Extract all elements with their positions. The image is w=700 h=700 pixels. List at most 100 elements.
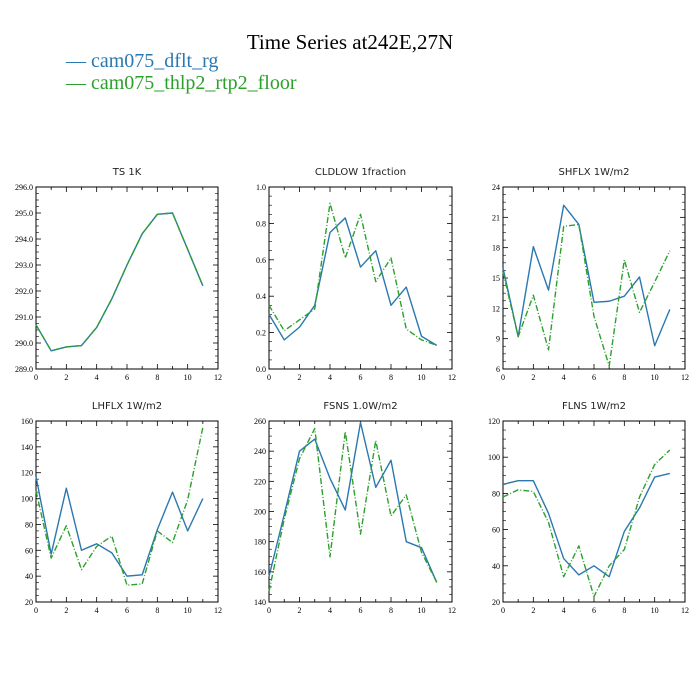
chart-panel-6: FLNS 1W/m2 0 2 4 6 8 10 12 20 40 60 80 100 120 [488, 401, 689, 615]
y-tick-label: 1.0 [256, 183, 266, 192]
x-tick-label: 4 [328, 606, 332, 615]
x-tick-label: 2 [298, 373, 302, 382]
y-tick-label: 18 [492, 244, 500, 253]
y-tick-label: 60 [492, 526, 500, 535]
x-tick-label: 10 [184, 606, 192, 615]
y-tick-label: 0.4 [256, 292, 266, 301]
y-tick-label: 12 [492, 304, 500, 313]
series-line-thlp2-rtp2-floor [35, 427, 204, 586]
x-tick-label: 6 [359, 606, 363, 615]
series-line-dflt-rg [502, 472, 670, 578]
y-tick-label: 140 [254, 598, 266, 607]
x-tick-label: 4 [328, 373, 332, 382]
y-tick-label: 0.2 [256, 329, 266, 338]
y-tick-label: 220 [254, 477, 266, 486]
series-line-thlp2-rtp2-floor [502, 223, 671, 367]
x-tick-label: 0 [501, 373, 505, 382]
x-tick-label: 8 [389, 373, 393, 382]
y-tick-label: 160 [254, 568, 266, 577]
x-tick-label: 2 [531, 373, 535, 382]
panel-title: FLNS 1W/m2 [562, 401, 626, 412]
y-tick-label: 20 [492, 598, 500, 607]
y-tick-label: 100 [21, 495, 33, 504]
y-tick-label: 294.0 [15, 235, 33, 244]
series-line-dflt-rg [502, 204, 671, 347]
y-tick-label: 40 [25, 572, 33, 581]
legend-swatch-thlp2: — [66, 72, 91, 94]
y-tick-label: 24 [492, 183, 500, 192]
y-tick-label: 160 [21, 417, 33, 426]
series-line-dflt-rg [35, 476, 204, 577]
y-tick-label: 0.0 [256, 365, 266, 374]
x-tick-label: 10 [418, 373, 426, 382]
y-tick-label: 260 [254, 417, 266, 426]
y-tick-label: 295.0 [15, 209, 33, 218]
y-tick-label: 296.0 [15, 183, 33, 192]
x-tick-label: 8 [622, 606, 626, 615]
series-line-dflt-rg [268, 217, 438, 346]
page-title: Time Series at242E,27N [246, 30, 454, 54]
plot-frame [502, 420, 686, 603]
x-tick-label: 0 [267, 373, 271, 382]
series-line-thlp2-rtp2-floor [268, 202, 437, 346]
panel-title: TS 1K [112, 167, 142, 178]
x-tick-label: 8 [155, 373, 159, 382]
x-tick-label: 12 [681, 606, 689, 615]
x-tick-label: 0 [34, 606, 38, 615]
x-tick-label: 4 [95, 606, 99, 615]
legend-item-thlp2: — cam075_thlp2_rtp2_floor [66, 72, 297, 94]
chart-panel-2: CLDLOW 1fraction 0 2 4 6 8 10 12 0.0 0.2 0.4 0.6 0.8… [256, 167, 456, 382]
y-tick-label: 80 [25, 520, 33, 529]
series-line-thlp2-rtp2-floor [35, 212, 204, 352]
legend-label-thlp2: cam075_thlp2_rtp2_floor [91, 72, 297, 94]
x-tick-label: 8 [155, 606, 159, 615]
x-tick-label: 12 [681, 373, 689, 382]
x-tick-label: 0 [501, 606, 505, 615]
y-tick-label: 15 [492, 274, 500, 283]
x-tick-label: 6 [592, 373, 596, 382]
y-tick-label: 240 [254, 447, 266, 456]
y-tick-label: 21 [492, 213, 500, 222]
y-tick-label: 0.8 [256, 219, 266, 228]
x-tick-label: 10 [651, 606, 659, 615]
plot-frame [35, 186, 219, 370]
legend-swatch-dflt: — [66, 50, 91, 72]
y-tick-label: 200 [254, 508, 266, 517]
panel-title: FSNS 1.0W/m2 [323, 401, 397, 412]
x-tick-label: 4 [562, 373, 566, 382]
y-tick-label: 9 [496, 335, 500, 344]
x-tick-label: 6 [125, 606, 129, 615]
y-tick-label: 291.0 [15, 313, 33, 322]
x-tick-label: 0 [267, 606, 271, 615]
y-tick-label: 40 [492, 562, 500, 571]
x-tick-label: 2 [531, 606, 535, 615]
x-tick-label: 8 [622, 373, 626, 382]
x-tick-label: 6 [359, 373, 363, 382]
chart-panel-1: TS 1K 0 2 4 6 8 10 12 289.0 290.0 291.0 292.0 293.0 2… [15, 167, 222, 382]
y-tick-label: 290.0 [15, 339, 33, 348]
x-tick-label: 10 [418, 606, 426, 615]
chart-panel-5: FSNS 1.0W/m2 0 2 4 6 8 10 12 140 160 180 200 220 240 2… [254, 401, 456, 615]
y-tick-label: 289.0 [15, 365, 33, 374]
x-tick-label: 2 [298, 606, 302, 615]
panel-title: CLDLOW 1fraction [315, 167, 406, 178]
y-tick-label: 0.6 [256, 256, 266, 265]
x-tick-label: 10 [651, 373, 659, 382]
x-tick-label: 10 [184, 373, 192, 382]
x-tick-label: 6 [592, 606, 596, 615]
plot-frame [35, 420, 219, 603]
x-tick-label: 2 [64, 373, 68, 382]
y-tick-label: 292.0 [15, 287, 33, 296]
x-tick-label: 4 [562, 606, 566, 615]
x-tick-label: 0 [34, 373, 38, 382]
x-tick-label: 12 [214, 373, 222, 382]
x-tick-label: 6 [125, 373, 129, 382]
chart-panel-4: LHFLX 1W/m2 0 2 4 6 8 10 12 20 40 60 80 100 120 140 160 [21, 401, 222, 615]
plot-frame [502, 186, 686, 370]
x-tick-label: 12 [214, 606, 222, 615]
x-tick-label: 4 [95, 373, 99, 382]
y-tick-label: 20 [25, 598, 33, 607]
y-tick-label: 180 [254, 538, 266, 547]
x-tick-label: 12 [448, 373, 456, 382]
